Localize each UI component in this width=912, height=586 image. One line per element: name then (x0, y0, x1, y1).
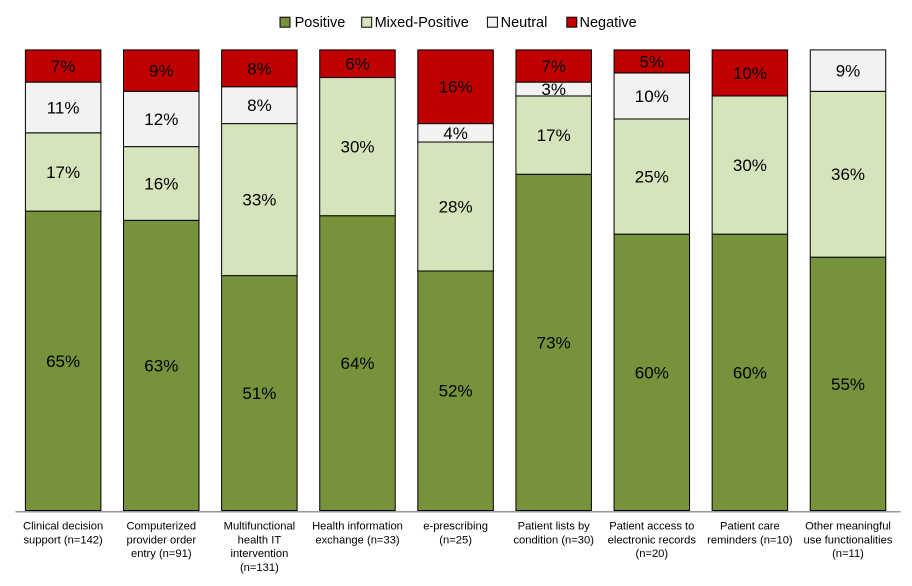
svg-text:9%: 9% (836, 62, 861, 81)
svg-text:10%: 10% (635, 87, 669, 106)
svg-text:17%: 17% (46, 163, 80, 182)
svg-text:Mixed-Positive: Mixed-Positive (375, 15, 469, 31)
svg-text:51%: 51% (242, 384, 276, 403)
svg-text:12%: 12% (144, 110, 178, 129)
svg-text:52%: 52% (439, 382, 473, 401)
svg-text:36%: 36% (831, 165, 865, 184)
svg-text:30%: 30% (733, 156, 767, 175)
svg-text:25%: 25% (635, 168, 669, 187)
svg-text:4%: 4% (443, 124, 468, 143)
svg-text:73%: 73% (537, 333, 571, 352)
svg-text:64%: 64% (340, 354, 374, 373)
svg-text:65%: 65% (46, 352, 80, 371)
svg-text:Neutral: Neutral (501, 15, 548, 31)
svg-text:8%: 8% (247, 59, 272, 78)
svg-text:Negative: Negative (580, 15, 637, 31)
svg-text:16%: 16% (439, 78, 473, 97)
svg-text:9%: 9% (149, 62, 174, 81)
svg-text:8%: 8% (247, 96, 272, 115)
svg-text:11%: 11% (47, 98, 80, 117)
svg-text:28%: 28% (439, 198, 473, 217)
svg-text:6%: 6% (345, 55, 370, 74)
svg-text:3%: 3% (541, 80, 566, 99)
svg-text:30%: 30% (340, 138, 374, 157)
svg-text:55%: 55% (831, 375, 865, 394)
svg-text:63%: 63% (144, 356, 178, 375)
svg-text:Positive: Positive (295, 15, 346, 31)
svg-text:7%: 7% (51, 57, 76, 76)
svg-text:5%: 5% (640, 52, 665, 71)
svg-text:e-prescribing(n=25): e-prescribing (n=25) (423, 521, 488, 547)
svg-text:60%: 60% (635, 363, 669, 382)
svg-text:10%: 10% (733, 64, 767, 83)
svg-text:33%: 33% (242, 191, 276, 210)
svg-text:60%: 60% (733, 363, 767, 382)
svg-text:16%: 16% (144, 174, 178, 193)
svg-text:17%: 17% (537, 126, 571, 145)
svg-text:7%: 7% (541, 57, 566, 76)
